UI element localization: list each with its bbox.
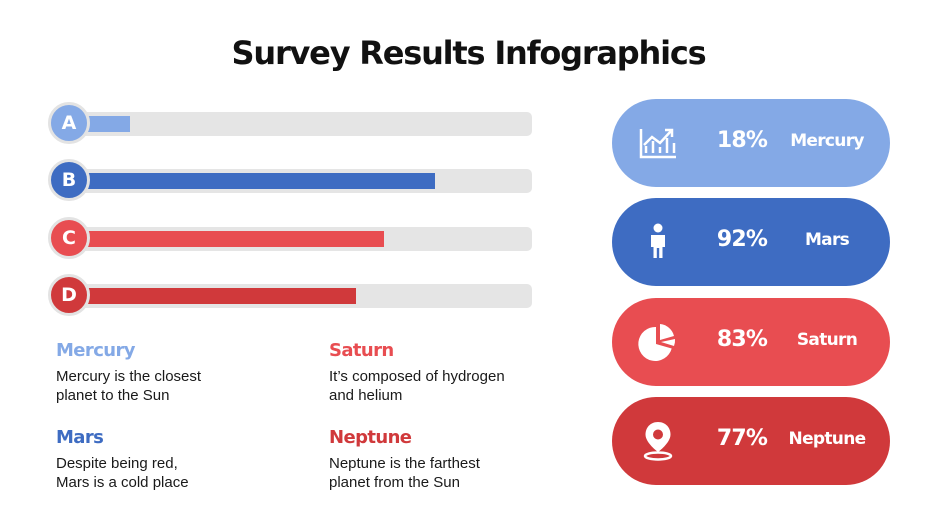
description-mercury: Mercury Mercury is the closest planet to …: [56, 340, 286, 405]
description-text: Neptune is the farthest planet from the S…: [329, 455, 480, 491]
description-neptune: Neptune Neptune is the farthest planet fr…: [329, 427, 559, 492]
description-heading: Mars: [56, 427, 104, 448]
location-pin-icon: [643, 422, 673, 461]
description-heading: Neptune: [329, 427, 412, 448]
stat-pill-neptune: 77% Neptune: [612, 397, 890, 485]
bar-label-c: C: [48, 217, 90, 259]
pie-chart-icon: [638, 324, 676, 361]
bar-track: [70, 169, 532, 193]
stat-percent: 18%: [716, 128, 768, 153]
stat-name: Mars: [804, 230, 850, 250]
stat-percent: 77%: [716, 426, 768, 451]
stat-name: Mercury: [790, 131, 864, 151]
stat-percent: 83%: [716, 327, 768, 352]
stat-name: Saturn: [796, 330, 858, 350]
stat-percent: 92%: [716, 227, 768, 252]
bar-label-a: A: [48, 102, 90, 144]
description-heading: Mercury: [56, 340, 136, 361]
bar-track: [70, 112, 532, 136]
bar-label-b: B: [48, 159, 90, 201]
bar-d: [70, 288, 357, 304]
page-title: Survey Results Infographics: [231, 34, 707, 72]
bar-b: [70, 173, 435, 189]
stat-pill-saturn: 83% Saturn: [612, 298, 890, 386]
description-text: Despite being red, Mars is a cold place: [56, 455, 189, 491]
description-text: It’s composed of hydrogen and helium: [329, 368, 505, 404]
stat-name: Neptune: [788, 429, 867, 449]
bar-label-d: D: [48, 274, 90, 316]
person-icon: [651, 223, 665, 258]
stat-pill-mercury: 18% Mercury: [612, 99, 890, 187]
description-heading: Saturn: [329, 340, 394, 361]
growth-chart-icon: [639, 128, 676, 159]
bar-track: [70, 284, 532, 308]
stat-pill-mars: 92% Mars: [612, 198, 890, 286]
description-mars: Mars Despite being red, Mars is a cold pl…: [56, 427, 286, 492]
bar-c: [70, 231, 385, 247]
description-text: Mercury is the closest planet to the Sun: [56, 368, 202, 404]
bar-row-a: A: [48, 102, 532, 144]
description-saturn: Saturn It’s composed of hydrogen and heli…: [329, 340, 569, 405]
bar-track: [70, 227, 532, 251]
bar-row-b: B: [48, 159, 532, 201]
bar-row-c: C: [48, 217, 532, 259]
bar-row-d: D: [48, 274, 532, 316]
